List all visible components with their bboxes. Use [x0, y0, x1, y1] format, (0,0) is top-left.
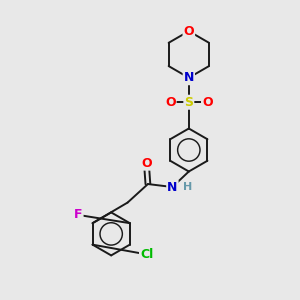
- Text: O: O: [165, 96, 175, 109]
- Text: Cl: Cl: [140, 248, 153, 261]
- Text: S: S: [184, 96, 193, 109]
- Text: N: N: [184, 71, 194, 84]
- Text: H: H: [183, 182, 193, 192]
- Text: F: F: [74, 208, 82, 221]
- Text: N: N: [167, 181, 178, 194]
- Text: O: O: [202, 96, 213, 109]
- Text: O: O: [141, 157, 152, 169]
- Text: O: O: [184, 25, 194, 38]
